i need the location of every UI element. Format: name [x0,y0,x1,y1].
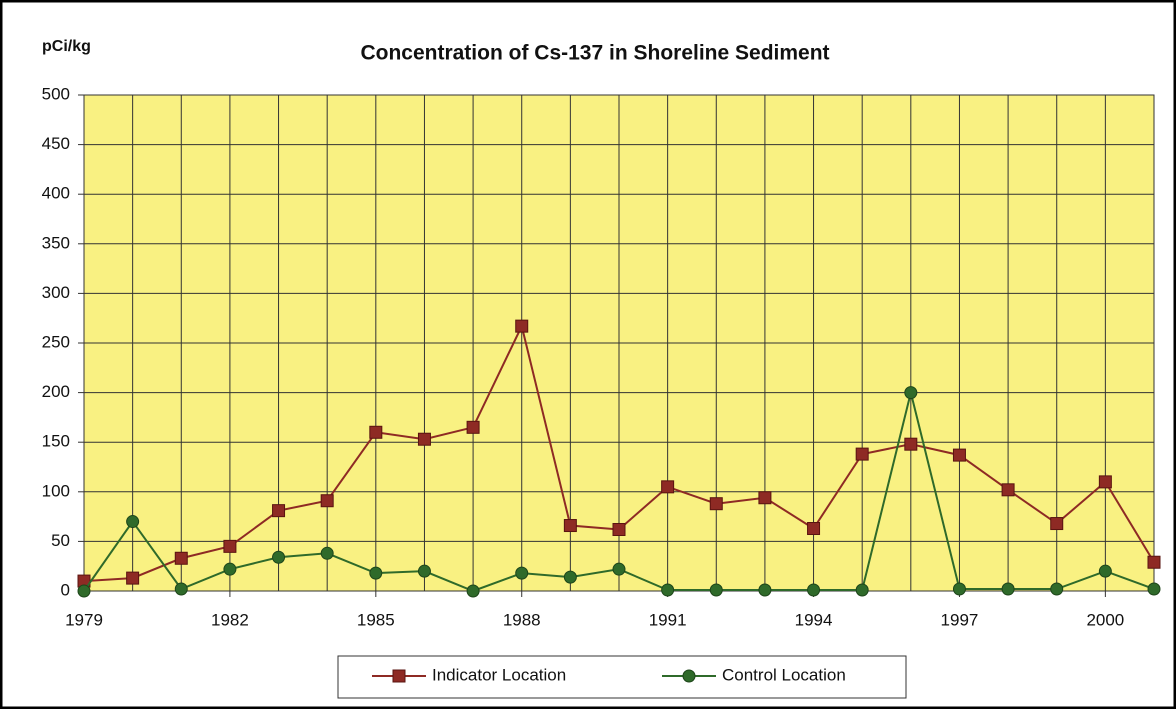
y-tick-label: 450 [42,134,70,153]
x-tick-label: 1982 [211,610,249,629]
marker [855,583,869,597]
y-tick-label: 300 [42,283,70,302]
y-tick-label: 150 [42,432,70,451]
y-tick-label: 200 [42,382,70,401]
marker [807,583,821,597]
marker [1050,517,1064,531]
marker [223,539,237,553]
y-tick-label: 350 [42,233,70,252]
marker [1147,582,1161,596]
y-tick-label: 50 [51,531,70,550]
y-tick-label: 250 [42,332,70,351]
marker [709,497,723,511]
marker [392,669,406,683]
marker [174,582,188,596]
marker [369,425,383,439]
marker [807,522,821,536]
marker [369,566,383,580]
marker [1001,483,1015,497]
legend-label: Indicator Location [432,665,566,684]
marker [1001,582,1015,596]
y-tick-label: 500 [42,84,70,103]
marker [126,571,140,585]
marker [320,494,334,508]
marker [661,480,675,494]
marker [904,386,918,400]
marker [174,551,188,565]
x-tick-label: 1997 [941,610,979,629]
marker [515,319,529,333]
marker [126,515,140,529]
chart-title: Concentration of Cs-137 in Shoreline Sed… [360,42,829,65]
y-tick-label: 0 [61,580,70,599]
x-tick-label: 2000 [1086,610,1124,629]
marker [77,584,91,598]
x-tick-label: 1991 [649,610,687,629]
legend [337,655,907,699]
marker [758,491,772,505]
marker [515,566,529,580]
marker [1147,555,1161,569]
y-tick-label: 100 [42,481,70,500]
marker [466,420,480,434]
marker [466,584,480,598]
marker [612,562,626,576]
marker [1098,475,1112,489]
x-tick-label: 1979 [65,610,103,629]
x-tick-label: 1994 [795,610,833,629]
marker [563,570,577,584]
marker [1098,564,1112,578]
marker [612,522,626,536]
marker [952,582,966,596]
marker [758,583,772,597]
marker [682,669,696,683]
legend-label: Control Location [722,665,846,684]
marker [417,432,431,446]
marker [563,519,577,533]
marker [320,546,334,560]
marker [223,562,237,576]
marker [709,583,723,597]
marker [417,564,431,578]
marker [272,504,286,518]
x-tick-label: 1988 [503,610,541,629]
marker [952,448,966,462]
marker [855,447,869,461]
marker [661,583,675,597]
y-tick-label: 400 [42,184,70,203]
x-tick-label: 1985 [357,610,395,629]
marker [272,550,286,564]
marker [1050,582,1064,596]
y-axis-label: pCi/kg [42,38,91,55]
marker [904,437,918,451]
